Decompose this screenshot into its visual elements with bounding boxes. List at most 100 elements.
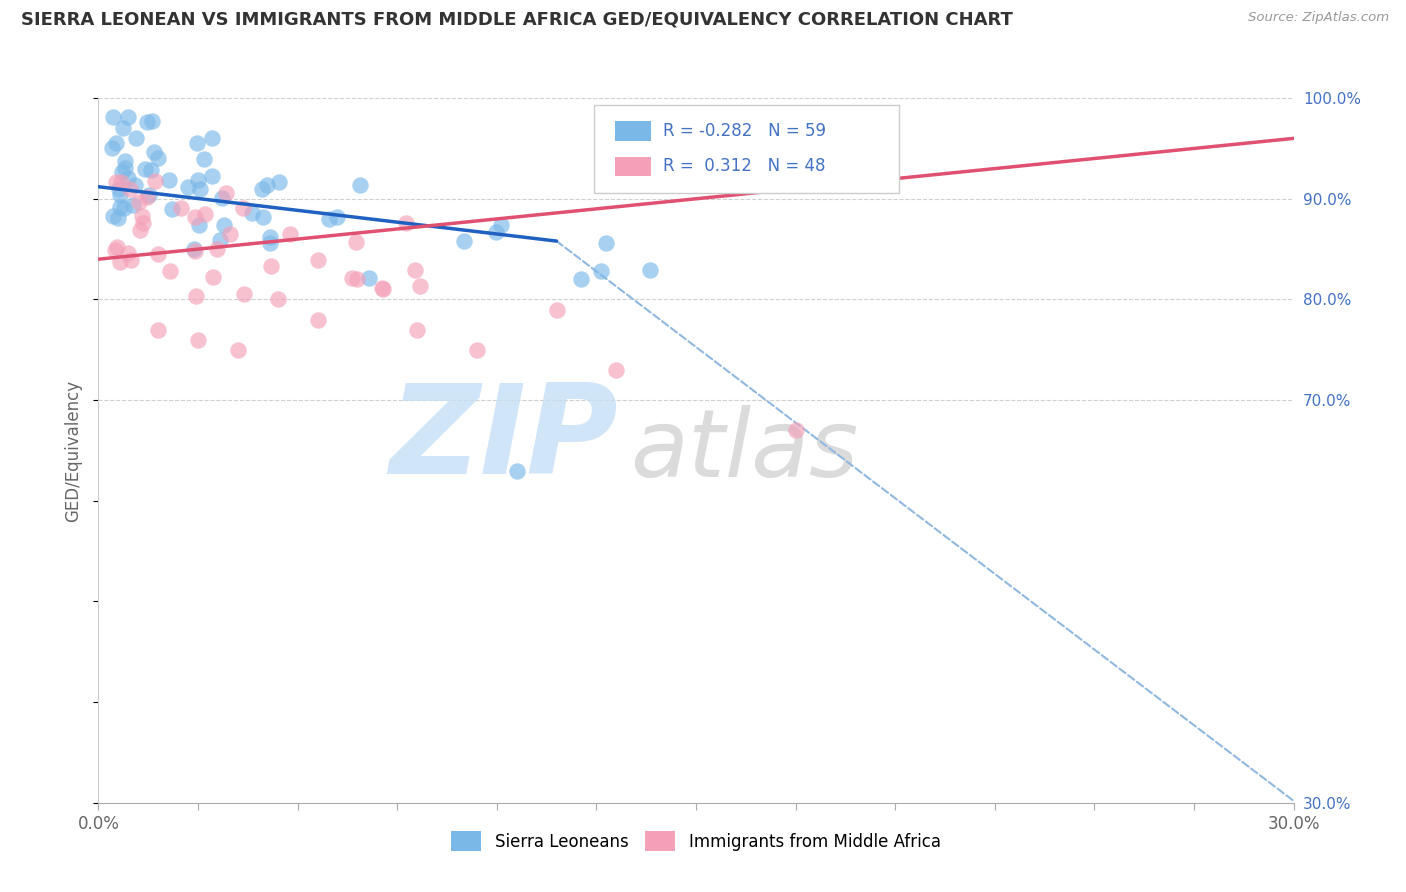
Point <box>117 170 139 185</box>
Point <box>218 227 240 241</box>
Point <box>131 209 153 223</box>
Point <box>143 174 166 188</box>
Point <box>202 270 225 285</box>
Point <box>139 162 162 177</box>
Point <box>170 201 193 215</box>
Point <box>211 191 233 205</box>
Point <box>240 206 263 220</box>
Point <box>605 363 627 377</box>
Point <box>104 243 127 257</box>
Point <box>146 247 169 261</box>
Point <box>453 234 475 248</box>
Point <box>506 464 529 478</box>
Point <box>373 282 395 296</box>
Point <box>117 110 139 124</box>
Point <box>267 175 290 189</box>
Point <box>162 202 184 217</box>
Text: R = -0.282   N = 59: R = -0.282 N = 59 <box>662 121 825 139</box>
Point <box>128 194 150 209</box>
Point <box>128 222 150 236</box>
Point <box>157 173 180 187</box>
Point <box>111 120 134 135</box>
Point <box>105 174 128 188</box>
Point <box>184 244 207 259</box>
Point <box>357 270 380 285</box>
Legend: Sierra Leoneans, Immigrants from Middle Africa: Sierra Leoneans, Immigrants from Middle … <box>444 824 948 858</box>
Point <box>489 218 512 232</box>
Point <box>134 161 156 176</box>
Point <box>186 136 208 150</box>
Point <box>114 161 136 175</box>
Point <box>135 190 157 204</box>
Point <box>101 141 124 155</box>
Point <box>112 201 135 215</box>
Point <box>278 227 301 241</box>
Point <box>404 262 426 277</box>
Point <box>111 165 134 179</box>
Point <box>226 343 249 357</box>
Point <box>546 302 568 317</box>
Point <box>183 210 205 224</box>
Point <box>371 281 394 295</box>
Point <box>187 218 209 232</box>
Point <box>193 207 215 221</box>
Point <box>183 242 205 256</box>
Point <box>259 235 281 250</box>
Point <box>138 187 160 202</box>
Point <box>135 115 157 129</box>
Point <box>591 264 613 278</box>
Point <box>146 151 169 165</box>
Point <box>465 343 488 357</box>
Point <box>344 235 367 249</box>
Point <box>201 169 224 183</box>
Point <box>318 212 340 227</box>
Point <box>148 323 170 337</box>
Point <box>395 216 418 230</box>
Point <box>125 131 148 145</box>
Point <box>122 198 145 212</box>
Point <box>406 323 429 337</box>
Point <box>408 279 430 293</box>
Point <box>232 202 254 216</box>
Point <box>107 211 129 225</box>
Text: SIERRA LEONEAN VS IMMIGRANTS FROM MIDDLE AFRICA GED/EQUIVALENCY CORRELATION CHAR: SIERRA LEONEAN VS IMMIGRANTS FROM MIDDLE… <box>21 11 1012 29</box>
Point <box>110 175 132 189</box>
Point <box>143 145 166 160</box>
Point <box>104 136 127 150</box>
Text: R =  0.312   N = 48: R = 0.312 N = 48 <box>662 158 825 176</box>
Y-axis label: GED/Equivalency: GED/Equivalency <box>65 379 83 522</box>
Point <box>141 113 163 128</box>
Point <box>215 186 238 200</box>
Point <box>595 235 617 250</box>
Point <box>252 182 274 196</box>
FancyBboxPatch shape <box>595 105 900 194</box>
Point <box>485 225 508 239</box>
Text: ZIP: ZIP <box>389 379 619 500</box>
Point <box>193 153 215 167</box>
Point <box>307 253 329 268</box>
Point <box>159 264 181 278</box>
Point <box>638 262 661 277</box>
Point <box>101 209 124 223</box>
Point <box>120 253 142 268</box>
Text: atlas: atlas <box>630 405 859 496</box>
Point <box>785 423 807 437</box>
Point <box>114 154 136 169</box>
Point <box>267 293 290 307</box>
Point <box>108 182 131 196</box>
Point <box>132 216 155 230</box>
Point <box>340 271 363 285</box>
Point <box>110 200 132 214</box>
Point <box>201 131 224 145</box>
Point <box>256 178 278 193</box>
Point <box>232 287 254 301</box>
Point <box>252 210 274 224</box>
FancyBboxPatch shape <box>614 157 651 177</box>
Point <box>349 178 371 192</box>
Point <box>187 173 209 187</box>
Text: Source: ZipAtlas.com: Source: ZipAtlas.com <box>1249 11 1389 24</box>
Point <box>187 333 209 347</box>
Point <box>110 255 132 269</box>
Point <box>260 260 283 274</box>
Point <box>108 187 131 202</box>
